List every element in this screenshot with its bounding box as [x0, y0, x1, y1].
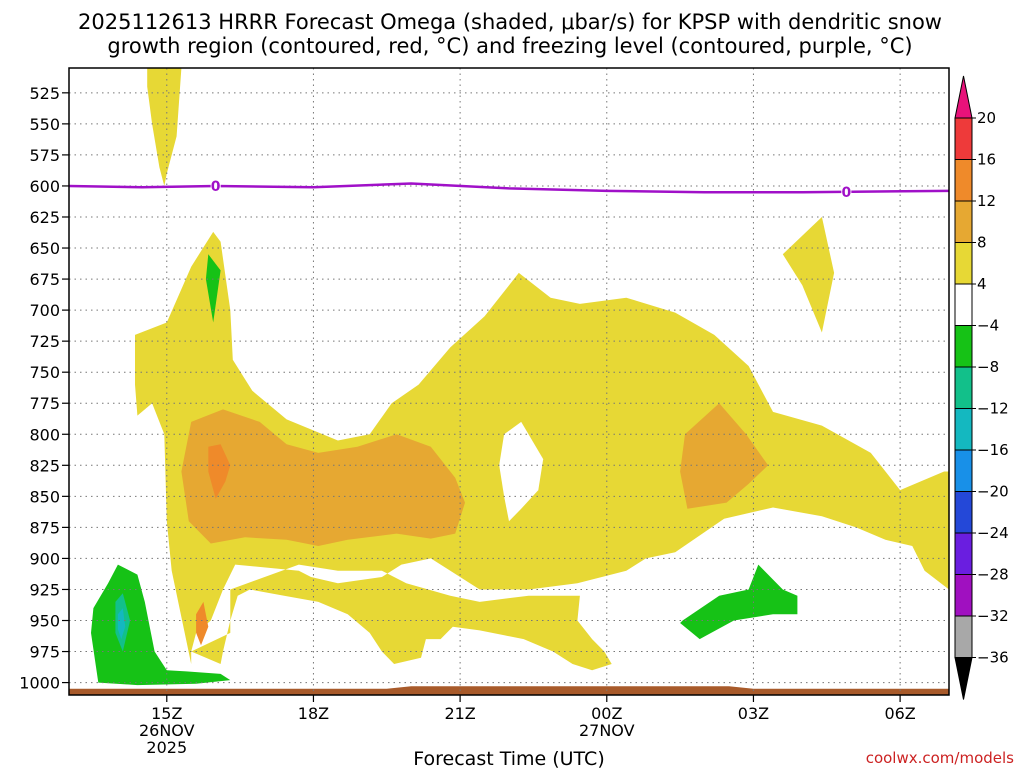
colorbar-box — [954, 491, 973, 534]
y-tick-label: 950 — [29, 612, 60, 631]
colorbar-box — [954, 449, 973, 492]
omega-region-0 — [147, 68, 182, 186]
x-tick-label: 21Z — [444, 704, 475, 723]
colorbar-box — [954, 532, 973, 575]
credit-text: coolwx.com/models — [866, 749, 1014, 767]
colorbar-label: −4 — [977, 317, 999, 335]
colorbar-label: 12 — [977, 192, 996, 210]
y-tick-label: 900 — [29, 549, 60, 568]
y-tick-label: 725 — [29, 332, 60, 351]
y-tick-label: 825 — [29, 456, 60, 475]
ground-band-shape — [69, 686, 949, 695]
freezing-level-label: 0 — [841, 185, 851, 201]
omega-region-1 — [135, 231, 949, 671]
freezing-level-line — [68, 182, 950, 194]
omega-region-7 — [196, 601, 209, 646]
plot-frame — [68, 67, 950, 696]
y-axis-ticks: 525 550 575 600 625 650 675 700 725 750 775 800 825 8… — [19, 84, 69, 693]
colorbar-box — [954, 408, 973, 451]
y-tick-label: 525 — [29, 84, 60, 103]
y-tick-label: 925 — [29, 580, 60, 599]
x-tick-label: 2025 — [146, 738, 187, 757]
colorbar-box — [954, 117, 973, 160]
omega-region-11 — [117, 608, 126, 640]
y-tick-label: 1000 — [19, 674, 60, 693]
y-tick-label: 600 — [29, 177, 60, 196]
y-tick-label: 675 — [29, 270, 60, 289]
omega-region-2 — [782, 217, 835, 333]
grid-lines — [69, 68, 949, 695]
x-tick-label: 00Z — [591, 704, 622, 723]
omega-region-8 — [205, 254, 221, 323]
colorbar-box — [954, 242, 973, 285]
colorbar-label: −36 — [977, 649, 1009, 667]
colorbar: 20 16 12 8 4 −4 −8 −12 −16 −20 −24 −28 −32 −36 — [954, 75, 1009, 700]
omega-region-4 — [181, 409, 465, 546]
y-tick-label: 875 — [29, 518, 60, 537]
colorbar-box — [954, 283, 973, 326]
colorbar-box — [954, 200, 973, 243]
x-tick-label: 26NOV — [139, 721, 195, 740]
y-tick-label: 800 — [29, 425, 60, 444]
y-tick-label: 975 — [29, 643, 60, 662]
y-tick-label: 625 — [29, 208, 60, 227]
y-tick-label: 775 — [29, 394, 60, 413]
x-axis-label: Forecast Time (UTC) — [413, 748, 604, 768]
x-tick-label: 18Z — [298, 704, 329, 723]
x-tick-label: 27NOV — [579, 721, 635, 740]
y-tick-label: 575 — [29, 146, 60, 165]
colorbar-bottom-arrow — [954, 657, 973, 700]
colorbar-box — [954, 366, 973, 409]
y-tick-label: 700 — [29, 301, 60, 320]
y-tick-label: 650 — [29, 239, 60, 258]
y-tick-label: 850 — [29, 487, 60, 506]
colorbar-label: −8 — [977, 358, 999, 376]
colorbar-label: −12 — [977, 400, 1009, 418]
freezing-level-label: 0 — [211, 179, 221, 195]
colorbar-box — [954, 615, 973, 658]
colorbar-label: −24 — [977, 524, 1009, 542]
colorbar-top-arrow — [954, 75, 973, 119]
omega-region-5 — [680, 403, 769, 509]
x-tick-label: 03Z — [738, 704, 769, 723]
colorbar-label: 16 — [977, 151, 996, 169]
chart-title-line2: growth region (contoured, red, °C) and f… — [107, 34, 912, 58]
omega-region-9 — [91, 564, 231, 686]
colorbar-label: −16 — [977, 441, 1009, 459]
freezing-level-label-bg — [210, 177, 221, 194]
omega-region-6 — [208, 444, 231, 499]
y-tick-label: 550 — [29, 115, 60, 134]
colorbar-label: −32 — [977, 607, 1009, 625]
colorbar-label: 8 — [977, 234, 987, 252]
colorbar-label: 4 — [977, 275, 987, 293]
y-tick-label: 750 — [29, 363, 60, 382]
colorbar-box — [954, 574, 973, 617]
colorbar-box — [954, 159, 973, 202]
colorbar-box — [954, 325, 973, 368]
omega-shaded-regions — [91, 68, 949, 686]
x-tick-label: 06Z — [884, 704, 915, 723]
freezing-level-label-bg — [841, 183, 852, 200]
colorbar-label: −28 — [977, 566, 1009, 584]
ground-band — [69, 686, 949, 695]
colorbar-label: −20 — [977, 483, 1009, 501]
x-tick-label: 15Z — [151, 704, 182, 723]
omega-region-12 — [680, 564, 798, 640]
chart-title-line1: 2025112613 HRRR Forecast Omega (shaded, … — [78, 10, 942, 34]
colorbar-label: 20 — [977, 109, 996, 127]
